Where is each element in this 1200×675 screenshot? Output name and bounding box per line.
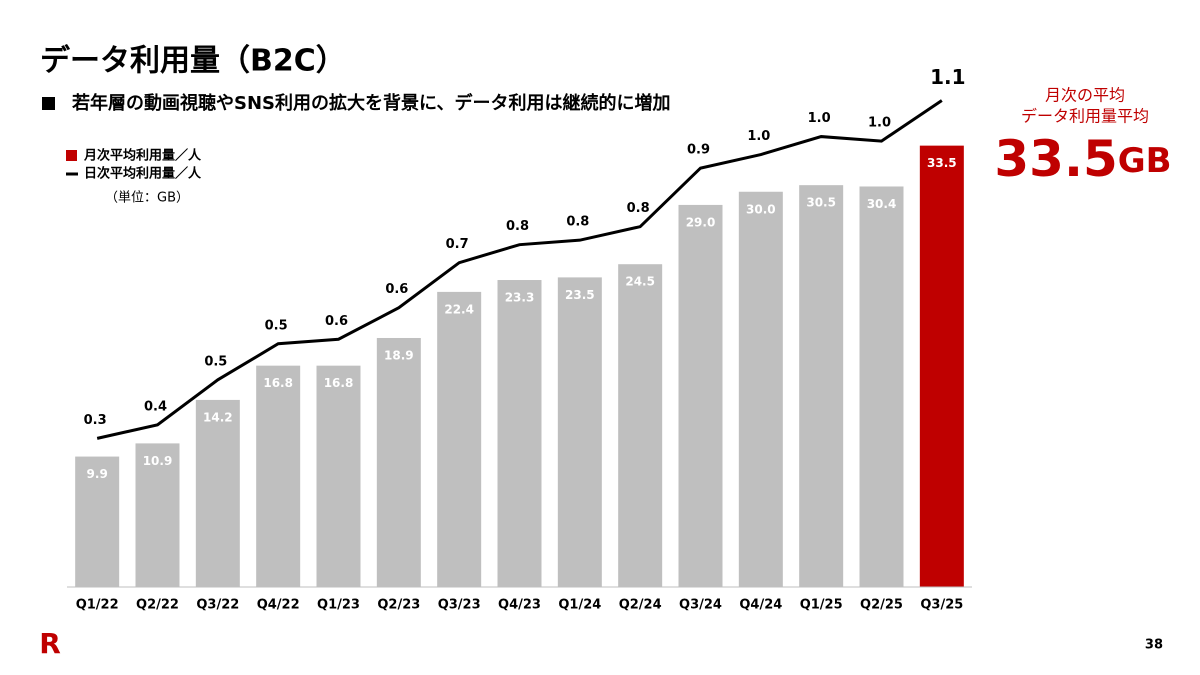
- x-tick-label: Q4/23: [498, 598, 541, 613]
- bar-value-label: 23.5: [565, 288, 595, 302]
- bar: [75, 456, 120, 587]
- callout-unit: GB: [1118, 141, 1172, 181]
- line-value-label: 1.0: [747, 129, 770, 144]
- callout-number: 33.5: [994, 130, 1117, 188]
- bar-value-label: 29.0: [686, 215, 716, 229]
- x-tick-label: Q2/25: [860, 598, 903, 613]
- x-tick-label: Q3/22: [196, 598, 239, 613]
- bar: [919, 145, 964, 587]
- line-value-label: 0.6: [325, 314, 348, 329]
- bar: [738, 191, 783, 587]
- line-value-label: 0.8: [506, 219, 529, 234]
- bar-value-label: 30.5: [806, 196, 836, 210]
- x-tick-label: Q1/22: [76, 598, 119, 613]
- line-value-label: 0.6: [385, 282, 408, 297]
- logo: R: [39, 627, 61, 660]
- line-value-label: 0.8: [627, 201, 650, 216]
- bar-value-label: 9.9: [87, 467, 108, 481]
- x-tick-label: Q1/23: [317, 598, 360, 613]
- x-tick-label: Q2/24: [619, 598, 662, 613]
- slide-title: データ利用量（B2C）: [40, 44, 346, 79]
- bar: [316, 365, 361, 587]
- callout-line: 月次の平均: [1045, 86, 1125, 105]
- x-tick-label: Q1/24: [558, 598, 601, 613]
- line-value-label: 0.9: [687, 143, 710, 158]
- subtitle: 若年層の動画視聴やSNS利用の拡大を背景に、データ利用は継続的に増加: [71, 92, 670, 114]
- line-value-label: 0.7: [446, 237, 469, 252]
- x-tick-label: Q3/23: [438, 598, 481, 613]
- bar: [557, 277, 602, 587]
- line-value-label: 0.8: [566, 215, 589, 230]
- line-value-label: 1.1: [930, 65, 965, 89]
- x-tick-label: Q3/24: [679, 598, 722, 613]
- line-value-label: 1.0: [808, 111, 831, 126]
- x-tick-label: Q4/22: [257, 598, 300, 613]
- line-value-label: 0.5: [265, 318, 288, 333]
- bar-value-label: 16.8: [324, 376, 354, 390]
- bar: [497, 280, 542, 587]
- bar: [437, 291, 482, 587]
- bar: [195, 399, 240, 587]
- bar-value-label: 10.9: [143, 454, 173, 468]
- x-tick-label: Q4/24: [739, 598, 782, 613]
- line-value-label: 0.5: [204, 354, 227, 369]
- callout-value: 33.5GB: [994, 130, 1171, 188]
- bar-value-label: 22.4: [444, 302, 474, 316]
- bar-value-label: 16.8: [263, 376, 293, 390]
- line-value-label: 1.0: [868, 116, 891, 131]
- x-tick-label: Q3/25: [920, 598, 963, 613]
- line-value-label: 0.4: [144, 399, 167, 414]
- legend-label: 日次平均利用量／人: [84, 166, 202, 182]
- bullet: [42, 97, 55, 110]
- bar: [678, 204, 723, 588]
- bar: [376, 337, 421, 587]
- callout-line: データ利用量平均: [1021, 107, 1149, 126]
- bar: [256, 365, 301, 587]
- x-tick-label: Q2/22: [136, 598, 179, 613]
- bar-value-label: 14.2: [203, 410, 233, 424]
- bar: [618, 264, 663, 587]
- bar: [135, 443, 180, 587]
- bar-value-label: 18.9: [384, 348, 414, 362]
- bar-value-label: 24.5: [625, 275, 655, 289]
- line: [96, 99, 943, 440]
- bar-value-label: 23.3: [505, 291, 535, 305]
- page-number: 38: [1145, 638, 1163, 653]
- bar-value-label: 30.0: [746, 202, 776, 216]
- x-tick-label: Q1/25: [800, 598, 843, 613]
- bar-value-label: 33.5: [927, 156, 957, 170]
- line-value-label: 0.3: [84, 413, 107, 428]
- legend-label: 月次平均利用量／人: [83, 148, 202, 164]
- x-tick-label: Q2/23: [377, 598, 420, 613]
- legend-swatch: [66, 150, 77, 161]
- bar-value-label: 30.4: [867, 197, 897, 211]
- bar: [859, 186, 904, 588]
- unit-note: （単位：GB）: [105, 190, 189, 206]
- bar: [799, 185, 844, 587]
